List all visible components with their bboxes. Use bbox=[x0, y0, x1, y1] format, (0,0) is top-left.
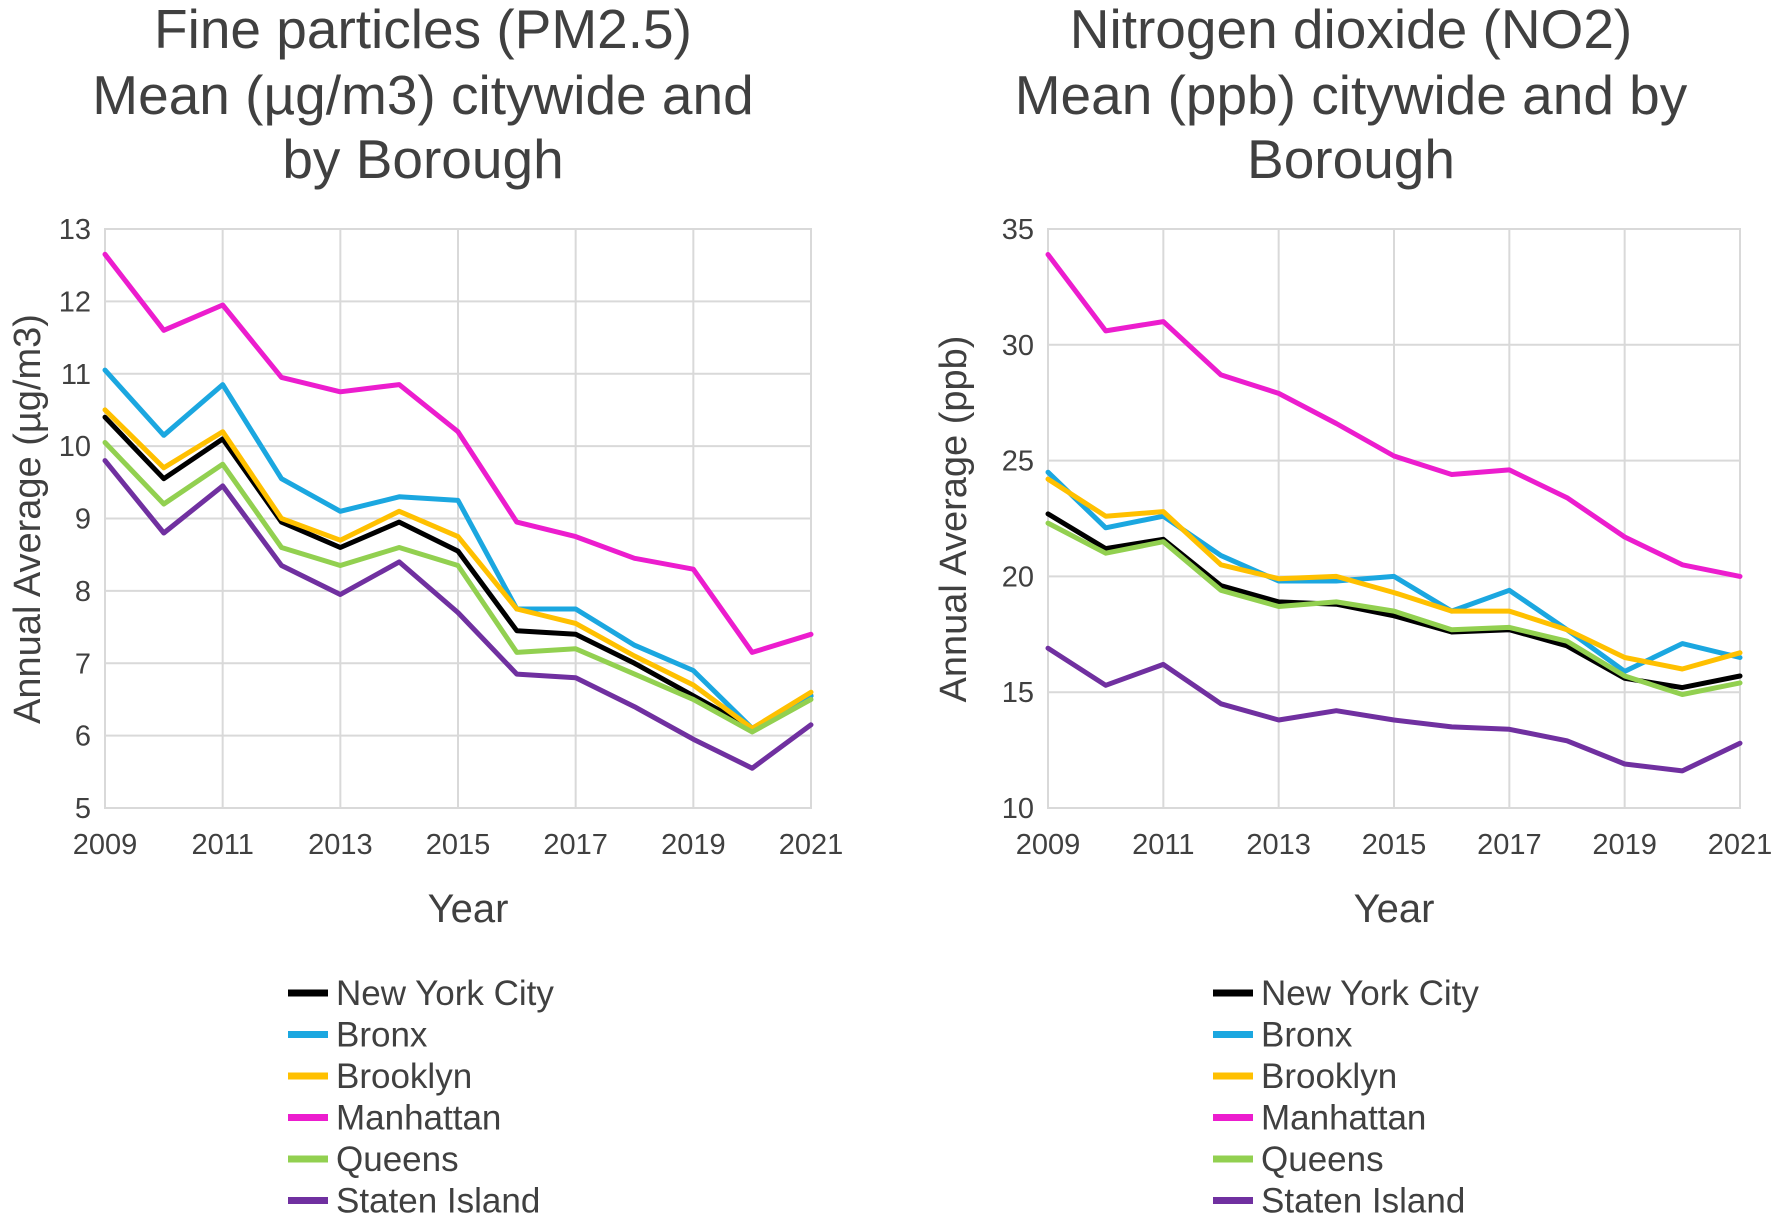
y-axis-title: Annual Average (ppb) bbox=[933, 336, 975, 703]
legend: New York CityBronxBrooklynManhattanQueen… bbox=[288, 974, 554, 1215]
y-tick-label: 30 bbox=[1002, 330, 1034, 362]
series-line-new-york-city bbox=[102, 414, 814, 731]
series-line-staten-island bbox=[102, 458, 814, 771]
x-tick-label: 2017 bbox=[1477, 829, 1542, 861]
y-tick-label: 6 bbox=[75, 721, 91, 753]
legend-label-queens: Queens bbox=[1261, 1140, 1384, 1179]
legend-label-manhattan: Manhattan bbox=[1261, 1099, 1426, 1138]
pm25-chart: Fine particles (PM2.5) Mean (µg/m3) city… bbox=[7, 0, 843, 1215]
x-axis: 2009 2011 2013 2015 2017 2019 2021 bbox=[1016, 829, 1771, 861]
legend-label-new-york-city: New York City bbox=[1261, 974, 1479, 1013]
series-lines bbox=[1045, 252, 1743, 774]
y-tick-label: 35 bbox=[1002, 214, 1034, 246]
plot-area bbox=[1047, 228, 1741, 809]
legend-label-bronx: Bronx bbox=[1261, 1016, 1353, 1055]
x-axis-title: Year bbox=[1354, 887, 1435, 931]
y-axis: 10 15 20 25 30 35 bbox=[1002, 214, 1034, 825]
y-tick-label: 20 bbox=[1002, 561, 1034, 593]
y-tick-label: 13 bbox=[59, 214, 91, 246]
x-axis-title: Year bbox=[428, 887, 509, 931]
series-line-brooklyn bbox=[1045, 476, 1743, 672]
y-tick-label: 12 bbox=[59, 286, 91, 318]
chart-title-line-3: Borough bbox=[1247, 128, 1455, 190]
y-tick-label: 15 bbox=[1002, 677, 1034, 709]
legend-label-brooklyn: Brooklyn bbox=[336, 1057, 472, 1096]
chart-title-line-3: by Borough bbox=[282, 128, 563, 190]
series-line-staten-island bbox=[1045, 645, 1743, 774]
y-tick-label: 8 bbox=[75, 576, 91, 608]
x-tick-label: 2013 bbox=[1246, 829, 1311, 861]
y-tick-label: 11 bbox=[61, 359, 91, 391]
y-tick-label: 5 bbox=[75, 793, 91, 825]
y-tick-label: 25 bbox=[1002, 446, 1034, 478]
legend-label-staten-island: Staten Island bbox=[1261, 1182, 1465, 1215]
series-line-brooklyn bbox=[102, 407, 814, 731]
no2-chart: Nitrogen dioxide (NO2) Mean (ppb) citywi… bbox=[933, 0, 1771, 1215]
plot-grid bbox=[104, 228, 812, 809]
x-tick-label: 2021 bbox=[779, 829, 844, 861]
plot-area bbox=[104, 228, 812, 809]
chart-title-line-2: Mean (ppb) citywide and by bbox=[1015, 64, 1688, 126]
chart-title-line-2: Mean (µg/m3) citywide and bbox=[92, 64, 753, 126]
y-tick-label: 9 bbox=[75, 504, 91, 536]
chart-title-line-1: Nitrogen dioxide (NO2) bbox=[1070, 0, 1632, 60]
legend-label-staten-island: Staten Island bbox=[336, 1182, 540, 1215]
legend-label-queens: Queens bbox=[336, 1140, 459, 1179]
legend-label-bronx: Bronx bbox=[336, 1016, 428, 1055]
legend-label-new-york-city: New York City bbox=[336, 974, 554, 1013]
series-line-queens bbox=[102, 440, 814, 735]
series-line-manhattan bbox=[1045, 252, 1743, 579]
x-tick-label: 2015 bbox=[426, 829, 491, 861]
y-axis: 5 6 7 8 9 10 11 12 13 bbox=[59, 214, 91, 825]
x-tick-label: 2009 bbox=[73, 829, 138, 861]
x-tick-label: 2019 bbox=[1592, 829, 1657, 861]
x-tick-label: 2013 bbox=[308, 829, 373, 861]
x-tick-label: 2015 bbox=[1362, 829, 1427, 861]
legend-label-manhattan: Manhattan bbox=[336, 1099, 501, 1138]
legend-label-brooklyn: Brooklyn bbox=[1261, 1057, 1397, 1096]
x-tick-label: 2017 bbox=[543, 829, 608, 861]
x-tick-label: 2011 bbox=[191, 829, 253, 861]
chart-title-line-1: Fine particles (PM2.5) bbox=[154, 0, 692, 60]
y-tick-label: 7 bbox=[75, 648, 91, 680]
x-tick-label: 2019 bbox=[661, 829, 726, 861]
y-tick-label: 10 bbox=[59, 431, 91, 463]
x-axis: 2009 2011 2013 2015 2017 2019 2021 bbox=[73, 829, 844, 861]
y-tick-label: 10 bbox=[1002, 793, 1034, 825]
series-line-manhattan bbox=[102, 251, 814, 655]
series-line-bronx bbox=[1045, 469, 1743, 674]
x-tick-label: 2011 bbox=[1132, 829, 1194, 861]
y-axis-title: Annual Average (µg/m3) bbox=[7, 314, 49, 724]
series-line-queens bbox=[1045, 520, 1743, 697]
x-tick-label: 2009 bbox=[1016, 829, 1081, 861]
x-tick-label: 2021 bbox=[1708, 829, 1771, 861]
series-lines bbox=[102, 251, 814, 771]
legend: New York CityBronxBrooklynManhattanQueen… bbox=[1213, 974, 1479, 1215]
series-line-bronx bbox=[102, 367, 814, 731]
